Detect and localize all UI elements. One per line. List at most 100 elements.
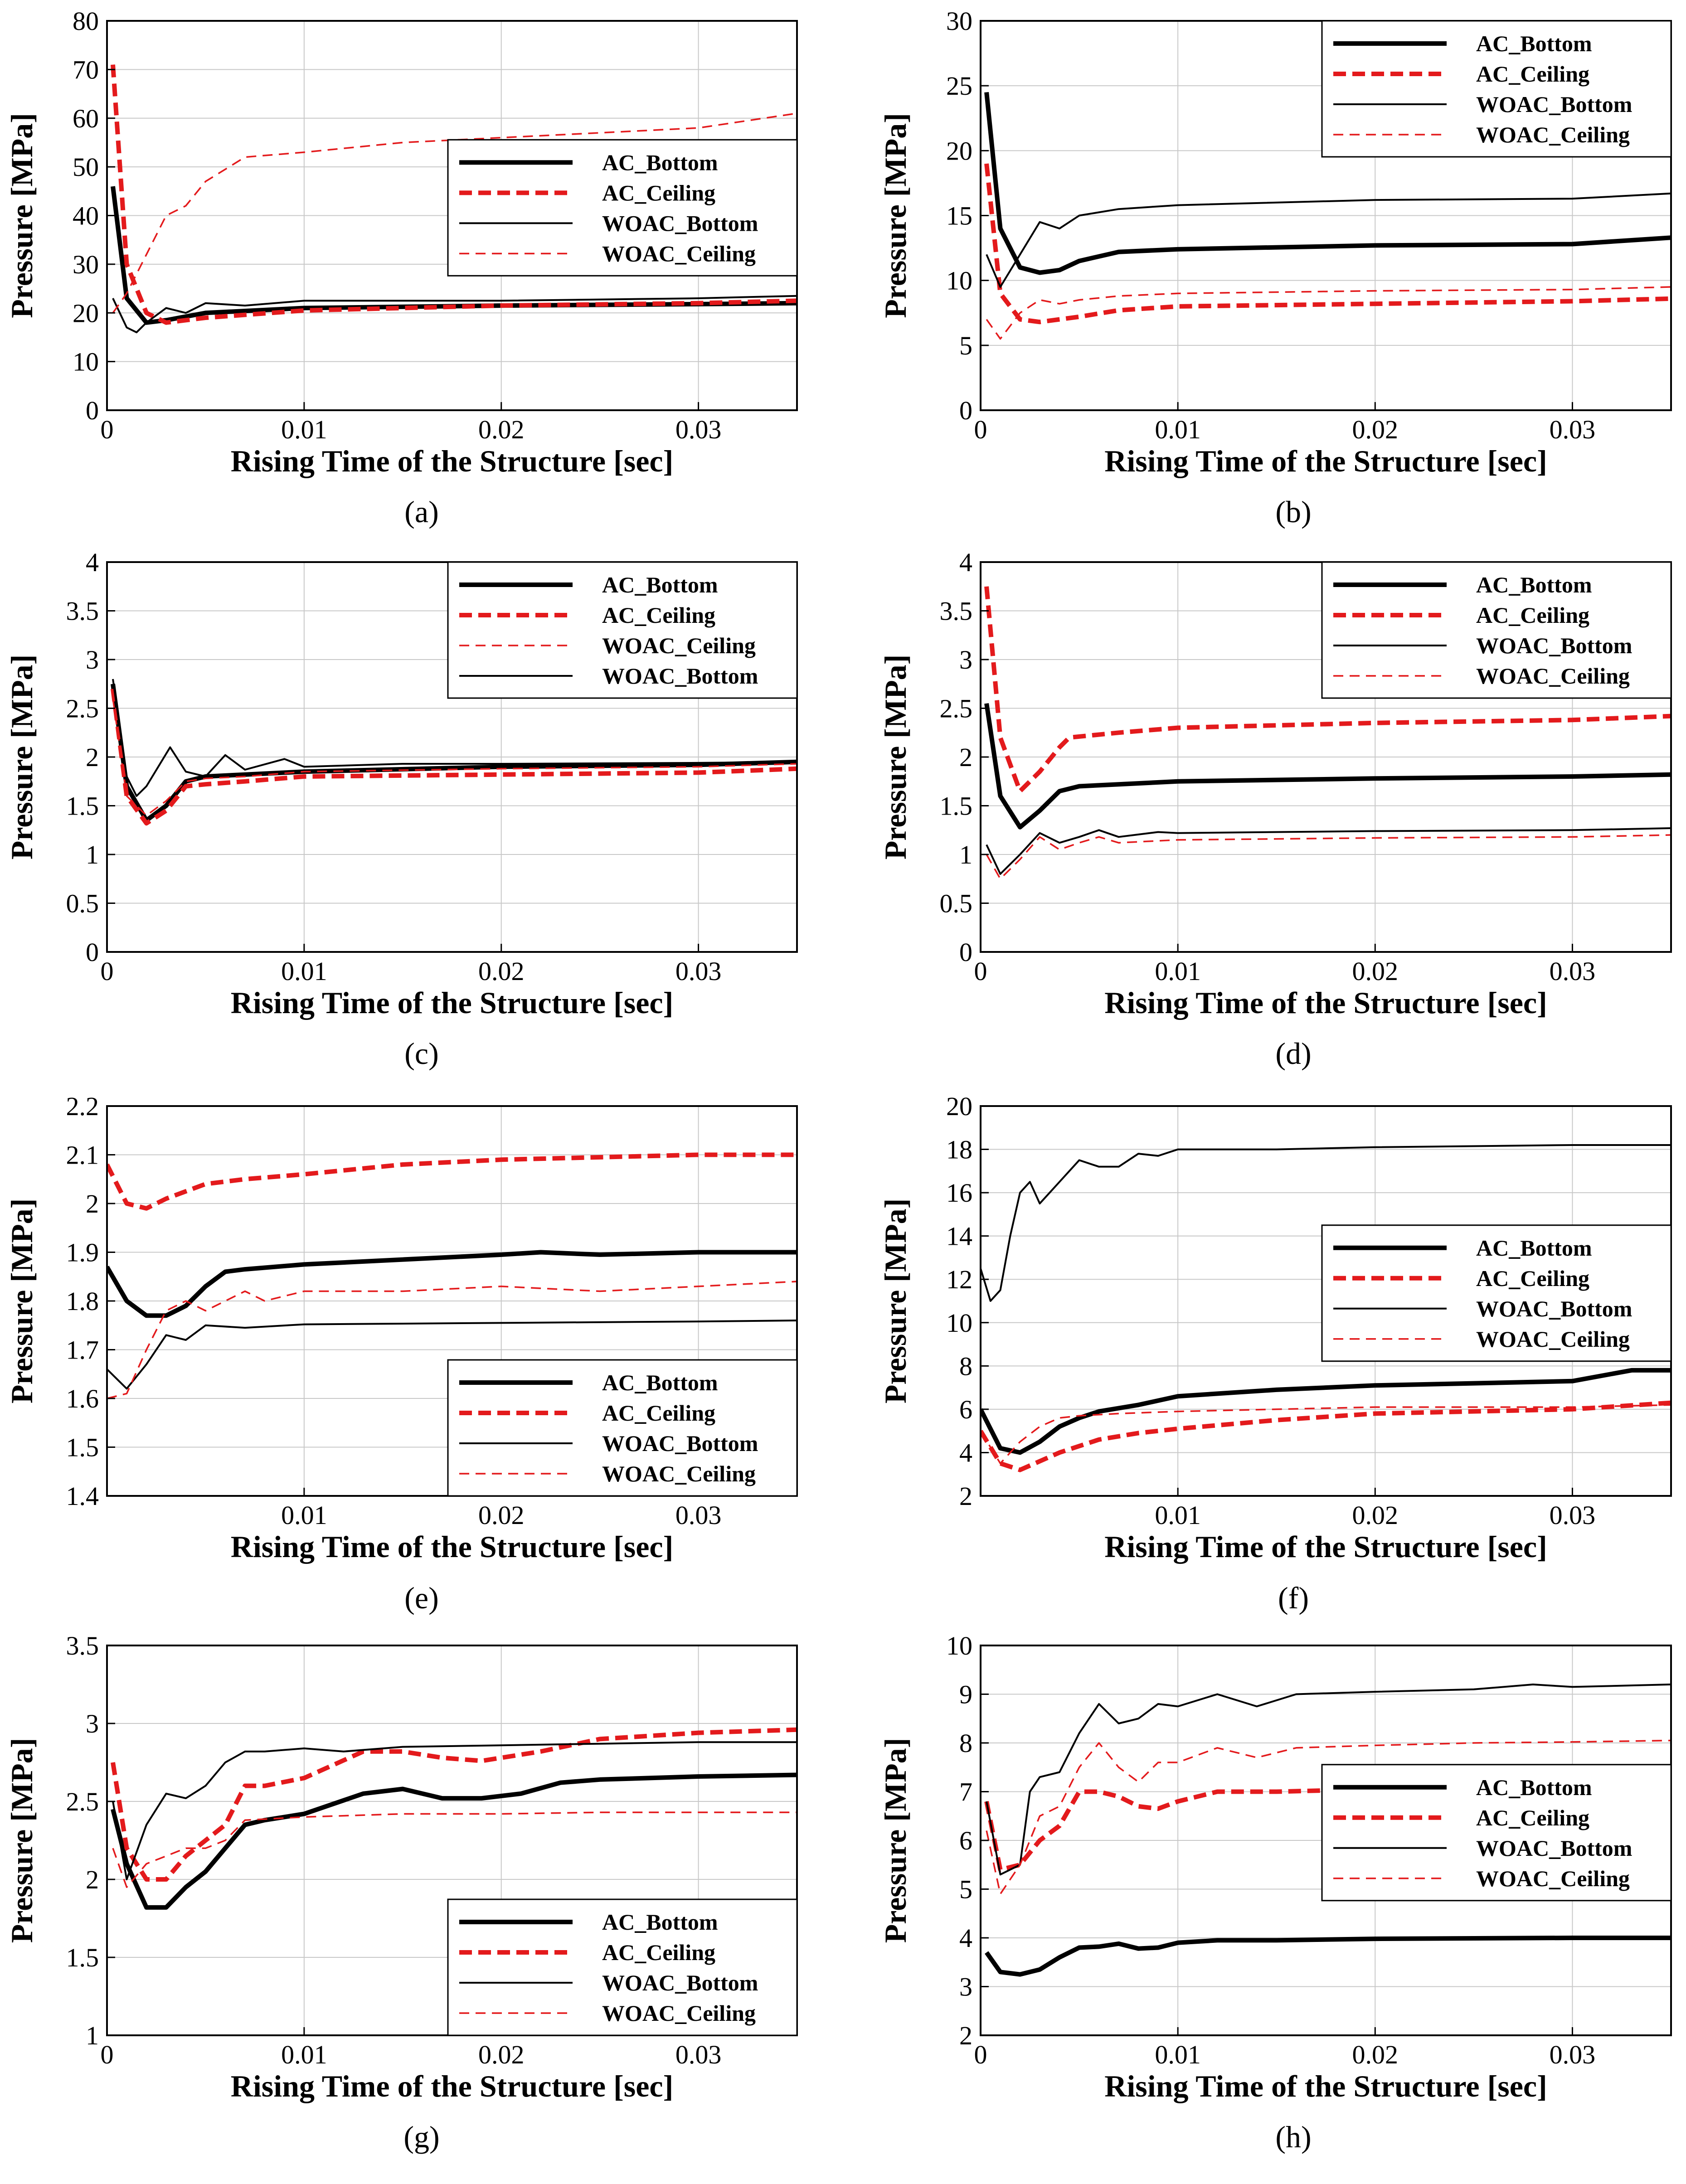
y-tick-label: 2.5 [66, 694, 99, 723]
series-line-woac-bottom [112, 295, 797, 334]
y-tick-label: 80 [73, 6, 99, 36]
y-axis-title: Pressure [MPa] [5, 1199, 39, 1404]
series-line-woac-ceiling [986, 1739, 1671, 1895]
panel-label: (c) [404, 1036, 438, 1071]
legend-label: WOAC_Bottom [602, 663, 758, 689]
x-axis-title: Rising Time of the Structure [sec] [1104, 2069, 1547, 2103]
x-tick-label: 0 [101, 956, 114, 986]
legend-label: WOAC_Bottom [602, 210, 758, 236]
y-tick-label: 20 [946, 1092, 972, 1121]
y-tick-label: 2 [959, 2021, 972, 2050]
y-tick-label: 2.1 [66, 1141, 99, 1170]
series-line-woac-ceiling [112, 698, 797, 816]
y-tick-label: 3.5 [66, 597, 99, 626]
panel-label: (d) [1275, 1036, 1311, 1071]
legend-label: AC_Bottom [602, 572, 718, 597]
x-tick-label: 0.01 [281, 1500, 327, 1530]
series-line-ac-bottom [985, 1936, 1671, 1977]
y-tick-label: 50 [73, 152, 99, 182]
legend-label: WOAC_Ceiling [1476, 663, 1630, 689]
chart-panel-h: 0 0.01 0.02 0.03 2 3 4 5 6 7 8 9 10 Rising Time of th… [878, 1631, 1672, 2154]
y-tick-label: 3 [86, 1709, 99, 1738]
x-tick-label: 0.02 [478, 1500, 525, 1530]
legend-label: WOAC_Bottom [1476, 92, 1632, 117]
series-line-woac-bottom [986, 1684, 1671, 1876]
chart-panel-d: 0 0.01 0.02 0.03 0 0.5 1 1.5 2 2.5 3 3.5 4 Rising Tim… [878, 548, 1672, 1071]
y-tick-label: 10 [946, 1631, 972, 1660]
y-tick-label: 10 [73, 347, 99, 377]
panel-label: (b) [1275, 495, 1311, 529]
legend-label: WOAC_Ceiling [602, 1461, 756, 1486]
series-line-woac-ceiling [981, 1404, 1671, 1465]
y-tick-label: 1.7 [66, 1335, 99, 1365]
y-tick-label: 8 [959, 1728, 972, 1758]
series-line-ac-ceiling [111, 688, 797, 826]
legend-label: AC_Ceiling [602, 1940, 715, 1965]
y-tick-label: 3 [959, 1972, 972, 2002]
series-line-ac-ceiling [984, 1784, 1671, 1872]
y-tick-label: 25 [946, 71, 972, 101]
series-line-woac-bottom [981, 1144, 1671, 1302]
y-tick-label: 4 [86, 548, 99, 577]
panel-label: (a) [404, 495, 438, 529]
y-axis-title: Pressure [MPa] [5, 1738, 39, 1943]
y-tick-label: 30 [73, 250, 99, 279]
y-tick-label: 20 [946, 136, 972, 165]
y-tick-label: 2 [86, 1189, 99, 1218]
legend-label: AC_Ceiling [602, 602, 715, 628]
legend: AC_Bottom AC_Ceiling WOAC_Bottom WOAC_Ceili… [1321, 20, 1672, 158]
y-tick-label: 1 [86, 840, 99, 869]
y-tick-label: 1.6 [66, 1384, 99, 1413]
legend-label: AC_Ceiling [1476, 1805, 1589, 1830]
x-tick-label: 0.01 [281, 2040, 327, 2069]
series-line-woac-ceiling [986, 286, 1671, 340]
legend-label: AC_Bottom [602, 150, 718, 175]
y-tick-label: 10 [946, 1308, 972, 1338]
x-tick-label: 0 [974, 415, 987, 444]
y-tick-label: 6 [959, 1826, 972, 1855]
series-line-woac-bottom [112, 679, 797, 797]
x-tick-label: 0.02 [1352, 1500, 1399, 1530]
x-tick-label: 0.01 [281, 415, 327, 444]
legend-label: WOAC_Bottom [1476, 1835, 1632, 1861]
y-tick-label: 2 [86, 743, 99, 772]
legend-label: WOAC_Ceiling [1476, 1326, 1630, 1352]
legend-label: AC_Ceiling [602, 1400, 715, 1426]
x-tick-label: 0.02 [1352, 415, 1399, 444]
y-tick-label: 12 [946, 1265, 972, 1294]
legend-label: WOAC_Ceiling [602, 241, 756, 266]
x-axis-title: Rising Time of the Structure [sec] [1104, 1529, 1547, 1564]
series-line-woac-ceiling [112, 112, 797, 314]
y-axis-title: Pressure [MPa] [878, 113, 913, 318]
x-tick-label: 0.03 [1550, 2040, 1596, 2069]
y-tick-label: 8 [959, 1351, 972, 1381]
y-tick-label: 15 [946, 201, 972, 231]
y-tick-label: 1.5 [66, 791, 99, 821]
x-tick-label: 0.02 [1352, 956, 1399, 986]
x-tick-label: 0.03 [675, 2040, 722, 2069]
series-line-woac-bottom [107, 1320, 797, 1390]
y-tick-label: 3.5 [66, 1631, 99, 1660]
y-tick-label: 0 [86, 937, 99, 967]
legend-label: AC_Ceiling [602, 180, 715, 205]
y-tick-label: 4 [959, 1923, 972, 1953]
series-line-ac-bottom [984, 703, 1671, 830]
y-axis-title: Pressure [MPa] [5, 655, 39, 860]
legend-label: AC_Ceiling [1476, 1266, 1589, 1291]
y-tick-label: 9 [959, 1680, 972, 1709]
x-tick-label: 0.03 [675, 415, 722, 444]
series-line-woac-ceiling [986, 834, 1671, 880]
legend-label: AC_Bottom [1476, 31, 1592, 56]
series-line-woac-bottom [986, 192, 1671, 288]
y-tick-label: 1.5 [940, 791, 973, 821]
legend-label: WOAC_Ceiling [602, 2000, 756, 2026]
chart-panel-g: 0 0.01 0.02 0.03 1 1.5 2 2.5 3 3.5 Rising Time of … [5, 1631, 798, 2154]
series-line-ac-ceiling [984, 163, 1671, 325]
legend-label: WOAC_Ceiling [1476, 1866, 1630, 1891]
legend: AC_Bottom AC_Ceiling WOAC_Ceiling WOAC_Bott… [447, 561, 798, 699]
y-tick-label: 0.5 [940, 889, 973, 918]
x-tick-label: 0.03 [675, 1500, 722, 1530]
x-axis-title: Rising Time of the Structure [sec] [1104, 444, 1547, 478]
x-axis-title: Rising Time of the Structure [sec] [231, 1529, 673, 1564]
y-tick-label: 1 [86, 2021, 99, 2050]
